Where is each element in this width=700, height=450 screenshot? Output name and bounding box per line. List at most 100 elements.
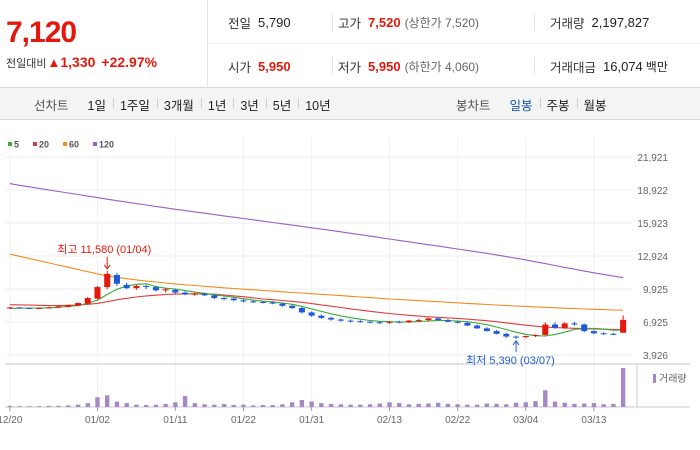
legend-swatch bbox=[33, 142, 38, 146]
volume-bar bbox=[377, 403, 382, 407]
candle-body bbox=[386, 321, 393, 323]
candle-body bbox=[396, 321, 403, 323]
candle-body bbox=[55, 306, 62, 308]
volume-label: 거래량 bbox=[659, 373, 687, 385]
candle-body bbox=[337, 319, 344, 321]
line-chart-heading: 선차트 bbox=[34, 98, 69, 113]
candle-body bbox=[104, 273, 111, 288]
tab-daily[interactable]: 일봉 bbox=[509, 98, 533, 113]
candle-body bbox=[620, 319, 627, 333]
volume-bar bbox=[27, 406, 32, 407]
tab-monthly[interactable]: 월봉 bbox=[576, 95, 614, 114]
candle-body bbox=[6, 307, 13, 309]
volume-bar bbox=[455, 404, 460, 407]
volume-pane: 거래량 bbox=[7, 368, 687, 407]
volume-bar bbox=[543, 390, 548, 407]
tab-weekly[interactable]: 주봉 bbox=[539, 95, 577, 114]
ma120-line bbox=[9, 183, 624, 279]
candle-body bbox=[444, 320, 451, 322]
tab-5y[interactable]: 5년 bbox=[265, 95, 298, 114]
x-tick-label: 03/13 bbox=[581, 415, 606, 426]
volume-bar bbox=[445, 403, 451, 407]
volume-bar bbox=[241, 404, 246, 407]
x-tick-label: 02/13 bbox=[377, 415, 402, 426]
y-tick-label: 21,921 bbox=[637, 153, 668, 164]
candle-body bbox=[357, 321, 364, 323]
volume-bar bbox=[426, 403, 431, 407]
y-tick-label: 9,925 bbox=[643, 285, 668, 296]
y-tick-label: 6,925 bbox=[643, 318, 668, 329]
volume-bar bbox=[17, 406, 22, 407]
candle-body bbox=[376, 322, 383, 324]
candle-body bbox=[279, 303, 286, 306]
volume-bar bbox=[75, 404, 81, 407]
candle-body bbox=[182, 292, 189, 295]
volume-bar bbox=[601, 404, 606, 407]
volume-bar bbox=[513, 402, 519, 407]
volume-bar bbox=[348, 404, 353, 407]
stat-high: 고가 7,520 (상한가 7,520) bbox=[338, 0, 479, 44]
candle-body bbox=[221, 298, 228, 300]
volume-bar bbox=[202, 404, 207, 407]
stat-label: 저가 bbox=[338, 60, 362, 75]
x-axis: 12/20 01/02 01/11 01/22 01/31 02/13 02/22 03/04… bbox=[0, 407, 607, 426]
tab-10y[interactable]: 10년 bbox=[298, 95, 337, 114]
annotations: 최고 11,580 (01/04) 최저 5,390 (03/07) bbox=[57, 243, 555, 367]
candle-body bbox=[259, 301, 266, 303]
candle-body bbox=[308, 312, 315, 316]
candle-body bbox=[493, 331, 500, 334]
candle-body bbox=[45, 307, 52, 309]
volume-bar bbox=[134, 404, 139, 407]
tab-1d[interactable]: 1일 bbox=[87, 98, 106, 113]
y-tick-label: 18,922 bbox=[637, 186, 668, 197]
volume-bar bbox=[114, 401, 120, 407]
candle-body bbox=[84, 298, 91, 304]
volume-bar bbox=[397, 403, 402, 407]
volume-bar bbox=[504, 404, 509, 407]
volume-bar bbox=[212, 404, 217, 407]
candle-body bbox=[16, 307, 23, 309]
x-tick-label: 01/02 bbox=[85, 415, 110, 426]
divider bbox=[534, 57, 535, 75]
volume-bar bbox=[591, 403, 597, 407]
candle-chart-heading: 봉차트 bbox=[456, 98, 491, 113]
legend-swatch bbox=[93, 142, 98, 146]
candle-body bbox=[367, 321, 374, 323]
tab-1w[interactable]: 1주일 bbox=[112, 95, 157, 114]
candle-body bbox=[201, 293, 208, 296]
candle-body bbox=[571, 323, 578, 325]
up-triangle-icon: ▲ bbox=[47, 55, 61, 70]
change-line: 전일대비▲1,330 +22.97% bbox=[6, 54, 157, 71]
y-tick-label: 3,926 bbox=[643, 351, 668, 362]
ma5-line bbox=[9, 283, 624, 337]
volume-bar bbox=[328, 403, 334, 407]
tab-3y[interactable]: 3년 bbox=[233, 95, 265, 114]
tab-1y[interactable]: 1년 bbox=[200, 95, 233, 114]
volume-bar bbox=[289, 402, 295, 407]
stat-value: 2,197,827 bbox=[591, 14, 650, 30]
candle-body bbox=[483, 328, 490, 332]
x-tick-label: 02/22 bbox=[445, 415, 470, 426]
candle-body bbox=[561, 323, 568, 328]
candle-body bbox=[542, 324, 549, 335]
volume-bar bbox=[221, 403, 227, 407]
grid bbox=[5, 137, 690, 408]
candle-body bbox=[415, 320, 422, 322]
volume-bar bbox=[552, 401, 558, 407]
volume-bar bbox=[435, 402, 441, 407]
volume-bar bbox=[270, 405, 275, 407]
tab-3m[interactable]: 3개월 bbox=[156, 95, 201, 114]
volume-bar bbox=[231, 405, 236, 407]
x-tick-label: 01/31 bbox=[299, 415, 324, 426]
volume-bar bbox=[309, 401, 314, 407]
divider bbox=[534, 13, 535, 31]
change-label: 전일대비 bbox=[6, 58, 47, 70]
candle-body bbox=[328, 317, 335, 320]
volume-bar bbox=[7, 405, 13, 407]
legend-label: 5 bbox=[14, 140, 19, 150]
volume-bar bbox=[465, 404, 470, 407]
volume-bar bbox=[192, 403, 198, 407]
stat-value: 16,074 bbox=[603, 58, 643, 74]
chart-period-tabs: 선차트 1일 1주일 3개월 1년 3년 5년 10년 봉차트 일봉 주봉 월봉 bbox=[0, 88, 700, 120]
volume-bar bbox=[582, 403, 587, 407]
